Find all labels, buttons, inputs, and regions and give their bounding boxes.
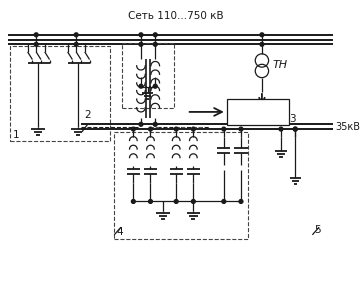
Circle shape	[34, 42, 38, 46]
Circle shape	[74, 33, 78, 37]
Circle shape	[260, 42, 264, 46]
Circle shape	[239, 200, 243, 203]
Circle shape	[131, 200, 135, 203]
Circle shape	[191, 200, 195, 203]
Circle shape	[139, 123, 143, 126]
Circle shape	[293, 127, 297, 131]
Circle shape	[153, 84, 157, 88]
Circle shape	[34, 33, 38, 37]
Text: 3: 3	[290, 114, 296, 124]
Circle shape	[139, 42, 143, 46]
Circle shape	[153, 123, 157, 126]
Circle shape	[139, 84, 143, 88]
Circle shape	[222, 200, 226, 203]
Bar	[227, 99, 288, 125]
Circle shape	[174, 127, 178, 131]
Bar	[122, 43, 174, 108]
Circle shape	[74, 42, 78, 46]
Circle shape	[239, 127, 243, 131]
Text: 1: 1	[12, 129, 19, 140]
Text: ТН: ТН	[273, 60, 287, 70]
Circle shape	[149, 200, 152, 203]
Text: САУ: САУ	[243, 105, 272, 118]
Circle shape	[174, 200, 178, 203]
Text: 2: 2	[84, 110, 91, 120]
Circle shape	[191, 127, 195, 131]
Circle shape	[153, 42, 157, 46]
Circle shape	[279, 127, 283, 131]
Text: 4: 4	[116, 227, 123, 237]
Circle shape	[153, 33, 157, 37]
Circle shape	[149, 127, 152, 131]
Text: Сеть 110...750 кВ: Сеть 110...750 кВ	[129, 11, 224, 21]
Bar	[114, 132, 248, 239]
Circle shape	[222, 127, 226, 131]
Circle shape	[260, 33, 264, 37]
Text: 35кВ: 35кВ	[335, 122, 360, 132]
Text: 5: 5	[314, 225, 321, 235]
Circle shape	[293, 127, 297, 131]
Bar	[9, 46, 109, 141]
Circle shape	[139, 33, 143, 37]
Circle shape	[131, 127, 135, 131]
